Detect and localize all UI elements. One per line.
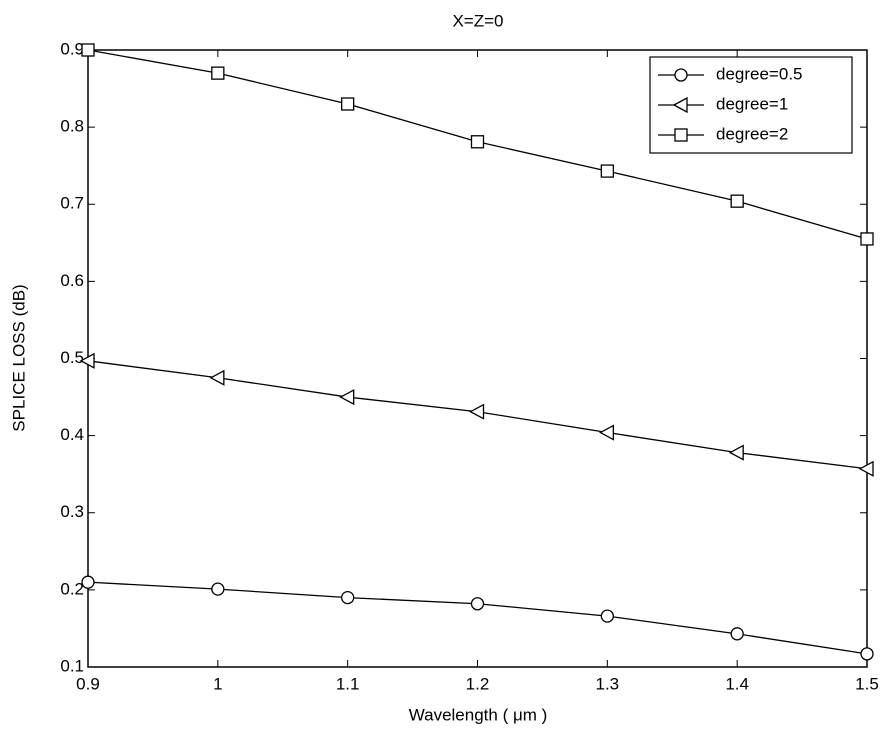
data-point — [600, 426, 613, 440]
legend-label: degree=1 — [716, 94, 788, 113]
x-tick-label: 1.3 — [596, 674, 620, 693]
x-axis-label: Wavelength ( μm ) — [409, 705, 548, 724]
x-tick-label: 0.9 — [76, 674, 100, 693]
y-tick-label: 0.2 — [60, 579, 84, 598]
data-point — [211, 371, 224, 385]
data-point — [861, 233, 873, 245]
data-point — [731, 628, 743, 640]
y-tick-label: 0.6 — [60, 271, 84, 290]
data-point — [471, 405, 484, 419]
legend-marker — [675, 69, 687, 81]
x-tick-label: 1.5 — [855, 674, 879, 693]
x-tick-label: 1.4 — [725, 674, 749, 693]
data-point — [731, 195, 743, 207]
y-axis-label: SPLICE LOSS (dB) — [9, 284, 28, 431]
y-tick-label: 0.4 — [60, 425, 84, 444]
data-point — [342, 592, 354, 604]
data-point — [82, 44, 94, 56]
y-tick-label: 0.9 — [60, 39, 84, 58]
legend-label: degree=2 — [716, 124, 788, 143]
data-point — [472, 598, 484, 610]
data-point — [82, 576, 94, 588]
y-tick-label: 0.8 — [60, 117, 84, 136]
chart: X=Z=0 Wavelength ( μm ) SPLICE LOSS (dB)… — [0, 0, 883, 733]
series-line — [88, 582, 867, 654]
data-point — [212, 67, 224, 79]
y-tick-label: 0.5 — [60, 348, 84, 367]
data-point — [342, 98, 354, 110]
data-point — [861, 648, 873, 660]
y-tick-label: 0.1 — [60, 656, 84, 675]
legend-marker — [675, 129, 687, 141]
x-tick-label: 1.1 — [336, 674, 360, 693]
y-tick-label: 0.3 — [60, 502, 84, 521]
data-point — [341, 390, 354, 404]
y-tick-label: 0.7 — [60, 194, 84, 213]
x-tick-label: 1 — [213, 674, 222, 693]
chart-title: X=Z=0 — [452, 11, 503, 30]
data-point — [212, 583, 224, 595]
data-point — [472, 136, 484, 148]
data-point — [730, 446, 743, 460]
data-point — [601, 165, 613, 177]
x-tick-label: 1.2 — [466, 674, 490, 693]
legend-label: degree=0.5 — [716, 64, 803, 83]
data-point — [601, 610, 613, 622]
